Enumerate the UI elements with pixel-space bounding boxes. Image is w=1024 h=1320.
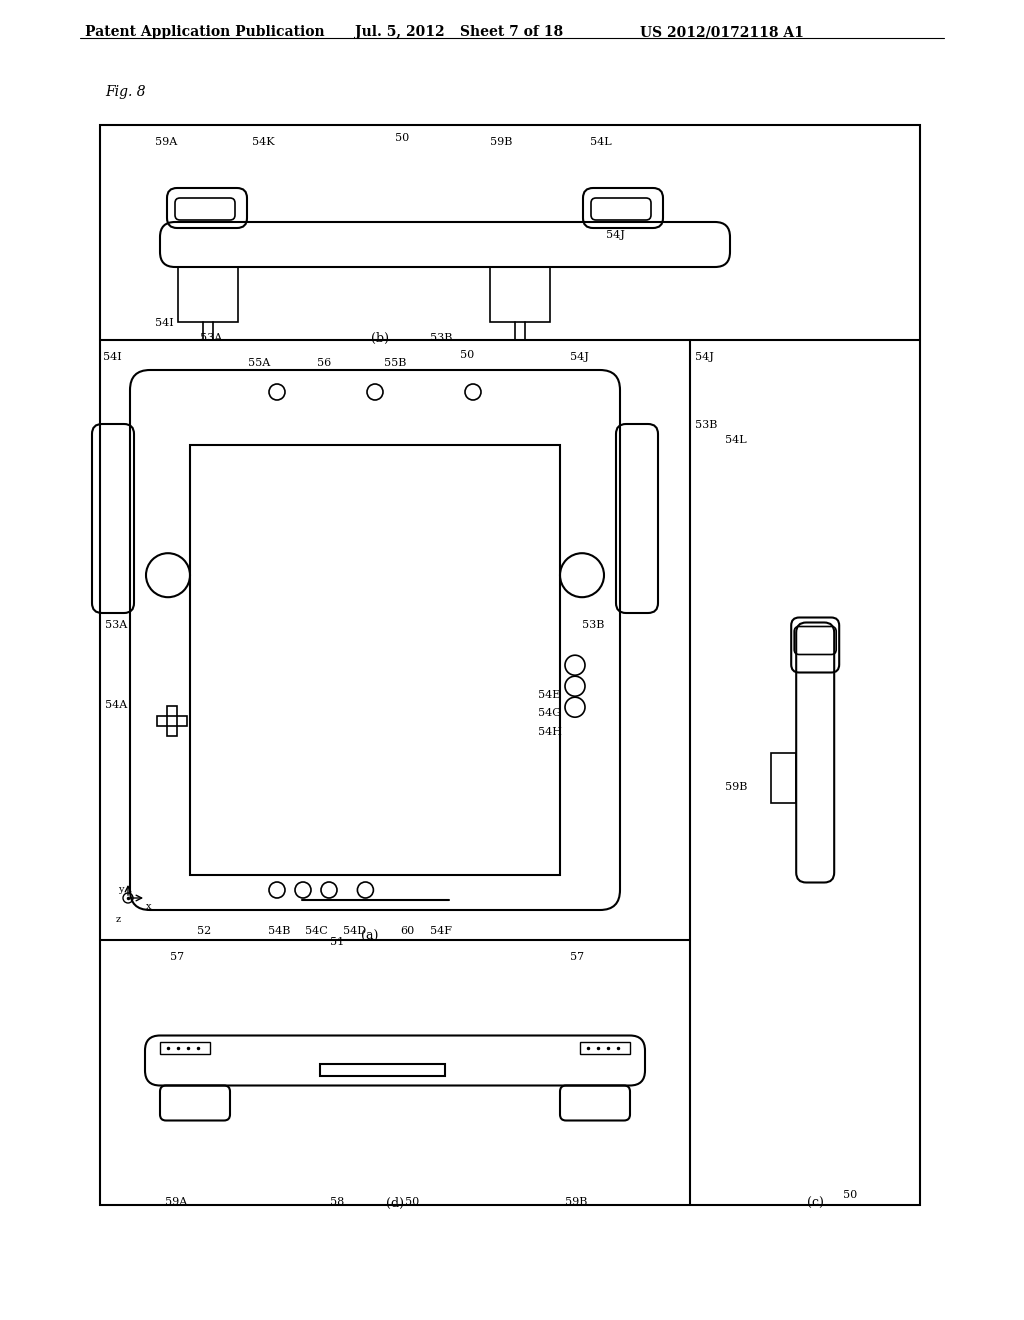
Text: 50: 50 xyxy=(460,350,474,360)
Text: 54I: 54I xyxy=(155,318,174,327)
Text: (c): (c) xyxy=(807,1197,823,1210)
Text: Jul. 5, 2012: Jul. 5, 2012 xyxy=(355,25,444,40)
Bar xyxy=(190,445,560,875)
Text: 54K: 54K xyxy=(252,137,274,147)
Text: (b): (b) xyxy=(371,333,389,345)
Text: 60: 60 xyxy=(400,927,415,936)
Text: 53A: 53A xyxy=(105,620,127,630)
Text: 54L: 54L xyxy=(590,137,611,147)
Text: x: x xyxy=(146,902,152,911)
Bar xyxy=(178,267,238,322)
Text: 54J: 54J xyxy=(570,352,589,362)
Text: 53B: 53B xyxy=(430,333,453,343)
Text: (d): (d) xyxy=(386,1197,404,1210)
Text: 53B: 53B xyxy=(695,420,718,430)
Text: 54J: 54J xyxy=(606,230,625,240)
Text: Sheet 7 of 18: Sheet 7 of 18 xyxy=(460,25,563,40)
Text: 55A: 55A xyxy=(248,358,270,368)
Bar xyxy=(490,267,550,322)
Text: 50: 50 xyxy=(406,1197,419,1206)
Text: US 2012/0172118 A1: US 2012/0172118 A1 xyxy=(640,25,804,40)
Bar xyxy=(771,752,797,803)
Text: 53B: 53B xyxy=(582,620,604,630)
Text: 51: 51 xyxy=(330,937,344,946)
Text: 57: 57 xyxy=(570,952,584,962)
Text: 59B: 59B xyxy=(725,783,748,792)
Bar xyxy=(160,1041,210,1053)
Text: 54B: 54B xyxy=(268,927,291,936)
Text: z: z xyxy=(116,915,121,924)
Text: 58: 58 xyxy=(330,1197,344,1206)
Text: 54G: 54G xyxy=(538,708,561,718)
Text: 54C: 54C xyxy=(305,927,328,936)
Text: 56: 56 xyxy=(317,358,331,368)
Text: 57: 57 xyxy=(170,952,184,962)
Text: 50: 50 xyxy=(843,1191,857,1200)
Text: 59B: 59B xyxy=(490,137,512,147)
Bar xyxy=(100,125,920,1205)
Bar xyxy=(319,1064,445,1076)
Text: 50: 50 xyxy=(395,133,410,143)
Text: 55B: 55B xyxy=(384,358,407,368)
Text: 54H: 54H xyxy=(538,727,562,737)
Bar xyxy=(580,1041,630,1053)
Text: 54D: 54D xyxy=(343,927,367,936)
Text: 54J: 54J xyxy=(695,352,715,362)
Text: Patent Application Publication: Patent Application Publication xyxy=(85,25,325,40)
Text: 59A: 59A xyxy=(165,1197,187,1206)
Text: 53A: 53A xyxy=(200,333,222,343)
Bar xyxy=(167,706,177,737)
Bar xyxy=(157,715,187,726)
Text: 59B: 59B xyxy=(565,1197,588,1206)
Text: 54I: 54I xyxy=(103,352,122,362)
Text: (a): (a) xyxy=(361,931,379,942)
Text: Fig. 8: Fig. 8 xyxy=(105,84,145,99)
Text: 54A: 54A xyxy=(105,700,127,710)
Text: 54E: 54E xyxy=(538,690,560,700)
Text: 52: 52 xyxy=(197,927,211,936)
Text: 54F: 54F xyxy=(430,927,452,936)
Text: 59A: 59A xyxy=(155,137,177,147)
Text: 54L: 54L xyxy=(725,436,748,445)
Text: y: y xyxy=(118,884,124,894)
